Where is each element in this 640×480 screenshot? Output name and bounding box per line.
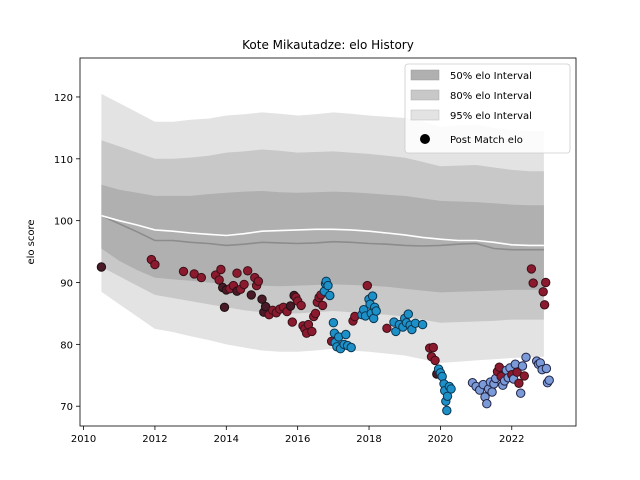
data-point: [483, 400, 491, 408]
y-tick-label: 110: [54, 155, 73, 166]
data-point: [540, 301, 548, 309]
y-tick-label: 90: [60, 279, 73, 290]
x-tick-label: 2014: [214, 434, 239, 445]
data-point: [254, 277, 262, 285]
data-point: [233, 269, 241, 277]
data-point: [97, 263, 105, 271]
data-point: [297, 301, 305, 309]
legend-label-80: 80% elo Interval: [450, 91, 532, 102]
data-point: [329, 319, 337, 327]
legend-marker-post-match: [420, 134, 430, 144]
legend: 50% elo Interval 80% elo Interval 95% el…: [405, 64, 570, 153]
data-point: [308, 327, 316, 335]
data-point: [363, 281, 371, 289]
y-tick-label: 70: [60, 402, 73, 413]
data-point: [240, 280, 248, 288]
data-point: [522, 353, 530, 361]
x-tick-label: 2020: [428, 434, 453, 445]
x-tick-label: 2022: [499, 434, 524, 445]
data-point: [488, 388, 496, 396]
data-point: [220, 303, 228, 311]
data-point: [288, 318, 296, 326]
x-tick-label: 2016: [285, 434, 310, 445]
data-point: [404, 310, 412, 318]
y-axis-ticks: 70 80 90 100 110 120: [54, 93, 80, 413]
data-point: [179, 267, 187, 275]
x-tick-label: 2018: [356, 434, 381, 445]
data-point: [324, 281, 332, 289]
legend-swatch-50: [411, 70, 439, 80]
y-tick-label: 120: [54, 93, 73, 104]
data-point: [447, 385, 455, 393]
data-point: [342, 330, 350, 338]
data-point: [517, 389, 525, 397]
data-point: [217, 265, 225, 273]
data-point: [151, 260, 159, 268]
data-point: [383, 324, 391, 332]
data-point: [418, 320, 426, 328]
data-point: [443, 406, 451, 414]
data-point: [372, 307, 380, 315]
data-point: [539, 288, 547, 296]
data-point: [197, 273, 205, 281]
x-tick-label: 2010: [71, 434, 96, 445]
y-axis-label: elo score: [26, 219, 37, 264]
legend-label-post-match: Post Match elo: [450, 135, 523, 146]
data-point: [431, 356, 439, 364]
data-point: [520, 372, 528, 380]
data-point: [515, 379, 523, 387]
x-tick-label: 2012: [142, 434, 167, 445]
data-point: [247, 291, 255, 299]
legend-label-95: 95% elo Interval: [450, 111, 532, 122]
data-point: [326, 291, 334, 299]
data-point: [318, 301, 326, 309]
y-tick-label: 100: [54, 217, 73, 228]
legend-swatch-80: [411, 90, 439, 100]
data-point: [542, 364, 550, 372]
data-point: [311, 309, 319, 317]
data-point: [527, 265, 535, 273]
x-axis-ticks: 2010 2012 2014 2016 2018 2020 2022: [71, 426, 525, 445]
data-point: [545, 376, 553, 384]
data-point: [529, 279, 537, 287]
y-tick-label: 80: [60, 340, 73, 351]
data-point: [347, 343, 355, 351]
data-point: [542, 278, 550, 286]
data-point: [244, 267, 252, 275]
data-point: [368, 292, 376, 300]
legend-swatch-95: [411, 110, 439, 120]
legend-label-50: 50% elo Interval: [450, 71, 532, 82]
data-point: [518, 362, 526, 370]
chart-title: Kote Mikautadze: elo History: [242, 38, 414, 52]
data-point: [429, 343, 437, 351]
